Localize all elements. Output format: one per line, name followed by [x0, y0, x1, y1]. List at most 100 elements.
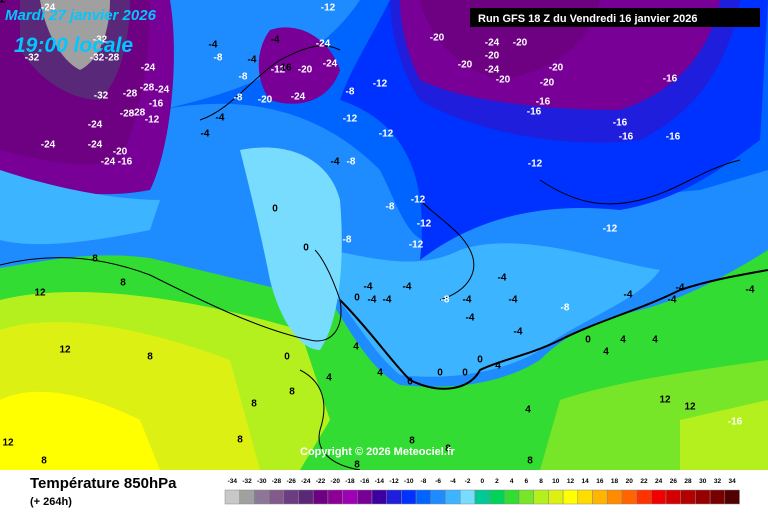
legend-swatch [327, 489, 343, 505]
color-legend: -34 -32 -30 -28 -26 -24 -22 -20 -18 -16 -14 -12 -10-… [224, 478, 740, 505]
isotherm-label: -12 [603, 224, 618, 235]
isotherm-label: -8 [347, 157, 356, 168]
isotherm-label: -4 [368, 295, 377, 306]
isotherm-label: -24 [155, 85, 170, 96]
isotherm-label: 8 [120, 278, 126, 289]
isotherm-label: -20 [458, 60, 473, 71]
legend-swatch [268, 489, 285, 505]
isotherm-label: 0 [462, 368, 468, 379]
isotherm-label: 0 [272, 204, 278, 215]
isotherm-label: -4 [209, 40, 218, 51]
isotherm-label: -12 [411, 195, 426, 206]
legend-swatch [459, 489, 476, 505]
isotherm-label: 12 [684, 402, 696, 413]
isotherm-label: 8 [147, 352, 153, 363]
isotherm-label: -4 [201, 129, 210, 140]
isotherm-label: -12 [373, 79, 388, 90]
legend-label: -26 [286, 478, 296, 485]
isotherm-label: 4 [495, 361, 501, 372]
isotherm-label: -24 [41, 3, 56, 14]
legend-swatch [386, 489, 402, 505]
isotherm-labels: -24-32-32 -32 -28-24-28 -24-28-16-32-28-12-… [0, 0, 755, 471]
isotherm-label: -4 [746, 285, 755, 296]
isotherm-label: 12 [659, 395, 671, 406]
isotherm-label: -28 [123, 89, 138, 100]
isotherm-label: 4 [652, 335, 658, 346]
isotherm-label: -12 [343, 114, 358, 125]
isotherm-label: -8 [561, 303, 570, 314]
isotherm-label: -24 [485, 65, 500, 76]
legend-label: -32 [242, 478, 252, 485]
isotherm-label: -28 [140, 83, 155, 94]
isotherm-label: -8 [239, 72, 248, 83]
isotherm-label: -24 [101, 157, 116, 168]
isotherm-label: -4 [668, 295, 677, 306]
legend-label: 8 [539, 478, 543, 485]
legend-label: 30 [699, 478, 707, 485]
forecast-date: Mardi 27 janvier 2026 [5, 7, 157, 24]
legend-swatch [415, 489, 432, 505]
isotherm-label: -32 [25, 53, 40, 64]
isotherm-label: -28 [131, 108, 146, 119]
isotherm-label: -12 [409, 240, 424, 251]
isotherm-label: -4 [364, 282, 373, 293]
isotherm-label: -20 [549, 63, 564, 74]
isotherm-label: 8 [251, 399, 257, 410]
legend-swatch [489, 489, 505, 505]
isotherm-label: 12 [59, 345, 71, 356]
isotherm-label: -4 [514, 327, 523, 338]
isotherm-label: -24 [323, 59, 338, 70]
isotherm-label: -12 [417, 219, 432, 230]
copyright: Copyright © 2026 Meteociel.fr [300, 446, 456, 458]
isotherm-label: -24 [485, 38, 500, 49]
isotherm-label: 8 [41, 456, 47, 467]
legend-swatch [709, 489, 726, 505]
legend-swatch [239, 489, 255, 505]
legend-label: -18 [345, 478, 355, 485]
legend-label: -12 [389, 478, 399, 485]
legend-swatch [430, 489, 446, 505]
legend-label: -10 [404, 478, 414, 485]
isotherm-label: -8 [214, 53, 223, 64]
legend-label: -22 [316, 478, 326, 485]
isotherm-label: -16 [118, 157, 133, 168]
isotherm-label: 8 [237, 435, 243, 446]
coastlines [0, 45, 768, 471]
isotherm-label: -28 [120, 109, 135, 120]
isotherm-label: 8 [409, 436, 415, 447]
isotherm-label: 4 [326, 373, 332, 384]
legend-label: 14 [582, 478, 590, 485]
isotherm-label: 8 [527, 456, 533, 467]
legend-label: 16 [596, 478, 604, 485]
isotherm-label: 0 [407, 377, 413, 388]
isotherm-label: -24 [41, 140, 56, 151]
isotherm-label: -16 [527, 107, 542, 118]
isotherm-label: -4 [624, 290, 633, 301]
isotherm-label: -12 [271, 65, 286, 76]
isotherm-label: -12 [321, 3, 336, 14]
isotherm-label: 16 [280, 63, 292, 74]
isotherm-label: 8 [289, 387, 295, 398]
forecast-time: 19:00 locale [14, 34, 133, 57]
isotherm-label: -16 [728, 417, 743, 428]
legend-swatch [548, 489, 564, 505]
isotherm-label: -8 [346, 87, 355, 98]
legend-swatch [518, 489, 534, 505]
isotherm-label: 4 [377, 368, 383, 379]
legend-label: 10 [552, 478, 560, 485]
isotherm-label: 0 [437, 368, 443, 379]
isotherm-label: -4 [509, 295, 518, 306]
isotherm-label: -24 [88, 140, 103, 151]
isotherm-label: -16 [666, 132, 681, 143]
legend-swatch [224, 489, 240, 505]
isotherm-label: 12 [34, 288, 46, 299]
legend-swatch [636, 489, 652, 505]
isotherm-label: 4 [603, 347, 609, 358]
legend-label: 22 [640, 478, 648, 485]
legend-label: -14 [375, 478, 385, 485]
isotherm-label: -8 [441, 295, 450, 306]
isotherm-label: -4 [216, 113, 225, 124]
isotherm-label: -20 [485, 51, 500, 62]
legend-swatch [357, 489, 373, 505]
